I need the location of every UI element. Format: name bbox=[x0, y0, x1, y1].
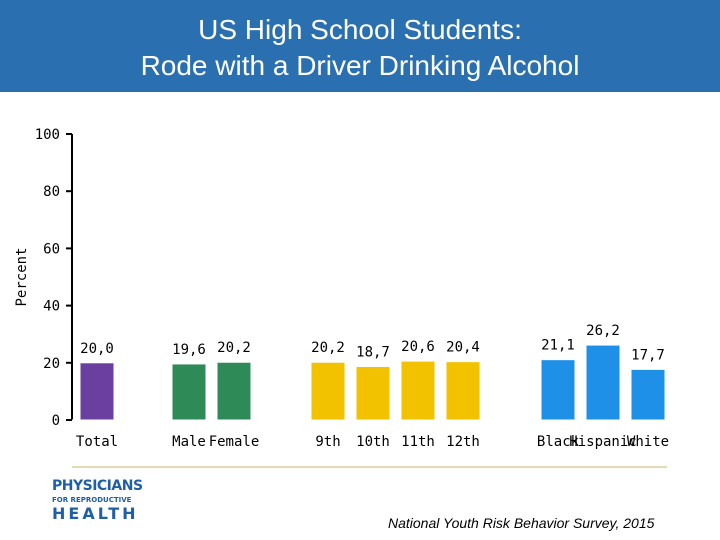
category-label: Hispanic bbox=[569, 434, 636, 450]
logo-text-for-reproductive: FOR REPRODUCTIVE bbox=[52, 496, 132, 504]
bar bbox=[540, 359, 576, 421]
title-banner bbox=[0, 0, 720, 92]
y-tick-label: 20 bbox=[43, 356, 60, 372]
data-label: 20,2 bbox=[217, 340, 251, 356]
data-label: 20,4 bbox=[446, 340, 480, 356]
category-label: Female bbox=[209, 434, 260, 450]
category-label: Total bbox=[76, 434, 118, 450]
category-label: Male bbox=[172, 434, 206, 450]
y-tick-label: 0 bbox=[52, 413, 60, 429]
data-label: 18,7 bbox=[356, 345, 390, 361]
data-label: 20,6 bbox=[401, 339, 435, 355]
title-line-2: Rode with a Driver Drinking Alcohol bbox=[140, 50, 580, 81]
category-label: White bbox=[627, 434, 669, 450]
y-tick-label: 40 bbox=[43, 299, 60, 315]
source-citation: National Youth Risk Behavior Survey, 201… bbox=[388, 515, 655, 531]
bar bbox=[216, 361, 252, 421]
y-axis-label: Percent bbox=[14, 247, 30, 306]
data-label: 26,2 bbox=[586, 323, 620, 339]
logo-text-health: HEALTH bbox=[52, 504, 139, 523]
bar bbox=[585, 344, 621, 421]
data-label: 20,0 bbox=[80, 341, 114, 357]
logo-text-physicians: PHYSICIANS bbox=[52, 478, 143, 494]
data-label: 21,1 bbox=[541, 338, 575, 354]
chart-title: US High School Students: Rode with a Dri… bbox=[0, 12, 720, 84]
bar bbox=[355, 366, 391, 421]
bar bbox=[171, 363, 207, 421]
y-tick-label: 100 bbox=[35, 127, 60, 143]
data-label: 19,6 bbox=[172, 342, 206, 358]
category-label: 11th bbox=[401, 434, 435, 450]
category-label: Black bbox=[537, 434, 580, 450]
y-tick-label: 80 bbox=[43, 184, 60, 200]
bar bbox=[445, 361, 481, 421]
category-label: 12th bbox=[446, 434, 480, 450]
bar bbox=[400, 360, 436, 421]
y-tick-label: 60 bbox=[43, 241, 60, 257]
bar bbox=[310, 361, 346, 421]
category-label: 10th bbox=[356, 434, 390, 450]
logo: PHYSICIANS FOR REPRODUCTIVE HEALTH bbox=[52, 478, 143, 528]
title-line-1: US High School Students: bbox=[198, 14, 522, 45]
category-label: 9th bbox=[315, 434, 340, 450]
bar bbox=[79, 362, 115, 421]
data-label: 17,7 bbox=[631, 347, 665, 363]
bar bbox=[630, 368, 666, 421]
data-label: 20,2 bbox=[311, 340, 345, 356]
